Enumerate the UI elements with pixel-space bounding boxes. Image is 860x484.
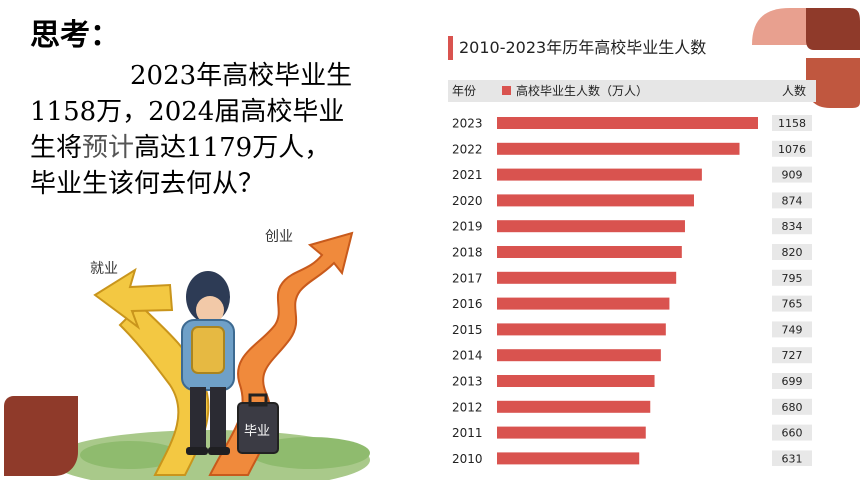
bar-2017 <box>497 271 677 284</box>
value-label: 834 <box>782 220 803 233</box>
value-box <box>772 347 812 364</box>
value-box <box>772 218 812 235</box>
year-label: 2010 <box>452 452 483 466</box>
year-label: 2011 <box>452 426 483 440</box>
bar-2020 <box>497 194 694 207</box>
value-label: 765 <box>782 298 803 311</box>
paragraph-line-2: 1158万，2024届高校毕业 <box>30 97 345 127</box>
value-box <box>772 321 812 338</box>
bar-2022 <box>497 142 740 155</box>
year-label: 2023 <box>452 117 483 131</box>
chart-header-count: 人数 <box>782 84 807 98</box>
chart-title: 2010-2023年历年高校毕业生人数 <box>459 38 707 57</box>
paragraph-line-1: 2023年高校毕业生 <box>130 61 353 91</box>
chart-legend: 高校毕业生人数（万人） <box>502 82 648 99</box>
value-box <box>772 269 812 286</box>
value-box <box>772 244 812 260</box>
bar-2014 <box>497 349 661 362</box>
bar-2023 <box>497 117 758 129</box>
value-box <box>772 373 812 389</box>
paragraph-line-4: 毕业生该何去何从？ <box>30 169 265 199</box>
value-label: 1076 <box>778 143 806 156</box>
value-label: 820 <box>782 246 803 259</box>
value-box <box>772 398 812 415</box>
student-figure <box>181 271 235 455</box>
crossroads-illustration: 就业 创业 毕业 <box>60 229 370 480</box>
year-label: 2018 <box>452 246 483 260</box>
year-label: 2014 <box>452 349 483 363</box>
value-label: 1158 <box>778 117 806 130</box>
decor-leaf-mid <box>806 58 860 108</box>
bar-2021 <box>497 168 702 181</box>
year-label: 2013 <box>452 375 483 389</box>
year-label: 2022 <box>452 142 483 156</box>
value-label: 631 <box>782 452 803 465</box>
value-box <box>772 450 812 466</box>
value-box <box>772 295 812 312</box>
value-label: 749 <box>782 323 803 336</box>
label-chuangye: 创业 <box>265 229 293 245</box>
value-label: 699 <box>782 375 803 388</box>
suitcase-icon: 毕业 <box>237 393 279 454</box>
year-label: 2019 <box>452 220 483 234</box>
value-label: 680 <box>782 401 803 414</box>
paragraph-line-3: 生将预计高达1179万人， <box>30 133 331 163</box>
year-label: 2012 <box>452 400 483 414</box>
bar-2010 <box>497 452 640 465</box>
year-label: 2017 <box>452 271 483 285</box>
value-box <box>772 115 812 131</box>
bar-2016 <box>497 297 670 310</box>
bar-2011 <box>497 426 646 439</box>
year-label: 2015 <box>452 323 483 337</box>
value-label: 874 <box>782 194 803 207</box>
label-jiuye: 就业 <box>90 261 118 277</box>
decor-bottom-left <box>4 396 78 476</box>
bar-chart: 2023 1158 2022 1076 2021 909 2020 874 2019 834 201… <box>452 115 812 466</box>
value-label: 727 <box>782 349 803 362</box>
bar-2019 <box>497 220 685 233</box>
jiuye-arrow-icon <box>93 267 174 330</box>
question-paragraph: 2023年高校毕业生 1158万，2024届高校毕业 生将预计高达1179万人，… <box>30 58 410 202</box>
chart-header-band <box>448 80 816 102</box>
legend-swatch <box>502 86 511 95</box>
chart-header-year: 年份 <box>452 84 477 98</box>
year-label: 2021 <box>452 168 483 182</box>
value-box <box>772 192 812 209</box>
chart-title-accent <box>448 36 453 60</box>
value-box <box>772 140 812 157</box>
bar-2018 <box>497 246 682 258</box>
label-biye: 毕业 <box>244 424 270 439</box>
value-label: 795 <box>782 272 803 285</box>
bar-2012 <box>497 400 651 413</box>
value-label: 909 <box>782 169 803 182</box>
bar-2015 <box>497 323 666 336</box>
year-label: 2016 <box>452 297 483 311</box>
value-box <box>772 424 812 441</box>
value-label: 660 <box>782 427 803 440</box>
bar-2013 <box>497 375 655 387</box>
decor-leaf-light <box>752 8 810 45</box>
legend-label: 高校毕业生人数（万人） <box>516 84 649 98</box>
value-box <box>772 166 812 183</box>
year-label: 2020 <box>452 194 483 208</box>
page-heading: 思考： <box>30 18 120 53</box>
decor-leaf-dark <box>806 8 860 50</box>
decor-top-right <box>752 8 860 108</box>
